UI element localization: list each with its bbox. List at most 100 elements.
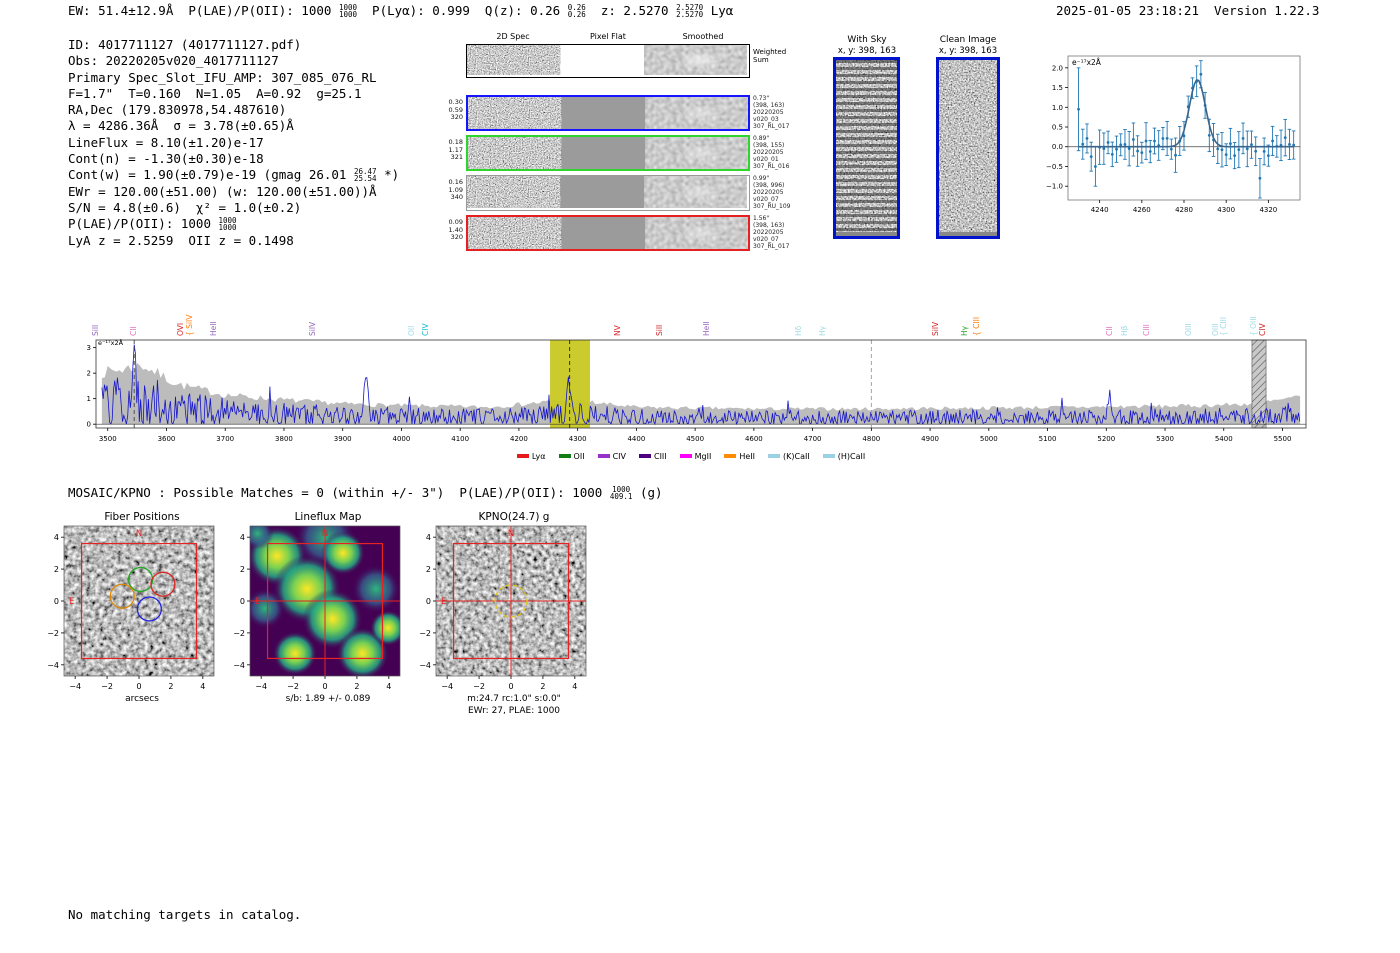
full-spectrum-axes: 3500 3600 3700 3800 3900 4000 4100 4200 4300 4400… — [87, 339, 1307, 443]
svg-text:5500: 5500 — [1274, 435, 1292, 443]
emission-line-label: NV — [612, 325, 622, 336]
svg-text:2: 2 — [540, 682, 545, 691]
emission-line-label: SiII — [91, 324, 101, 336]
svg-text:0: 0 — [508, 682, 513, 691]
clean-image-title: Clean Image — [939, 35, 997, 45]
info-line: Obs: 20220205v020_4017711127 — [68, 53, 279, 69]
svg-text:e⁻¹⁷x2Å: e⁻¹⁷x2Å — [98, 338, 124, 347]
svg-text:−2: −2 — [473, 682, 485, 691]
2dspec-row-meta: 1.56" (398, 163) 20220205 v020_07 307_RL_017 — [753, 215, 790, 250]
svg-text:−2: −2 — [101, 682, 113, 691]
svg-text:4700: 4700 — [804, 435, 822, 443]
svg-text:1.0: 1.0 — [1052, 104, 1063, 112]
emission-line-label: OII — [407, 325, 417, 336]
svg-text:4: 4 — [426, 533, 431, 542]
svg-text:E: E — [255, 597, 260, 607]
svg-text:3600: 3600 — [158, 435, 176, 443]
2dspec-row-cutout — [466, 135, 750, 171]
emission-line-label: Hγ — [818, 325, 828, 336]
svg-text:0: 0 — [136, 682, 141, 691]
gaussian-fit-curve — [1078, 79, 1294, 148]
emission-line-label: CIII — [1142, 324, 1152, 336]
info-line: F=1.7" T=0.160 N=1.05 A=0.92 g=25.1 — [68, 85, 362, 101]
detection-info-block: ID: 4017711127 (4017711127.pdf) Obs: 2022… — [68, 37, 399, 249]
emission-line-label: CII — [1104, 326, 1114, 336]
legend-item: (H)CaII — [822, 452, 865, 461]
lineflux-map-xlabel: s/b: 1.89 +/- 0.089 — [285, 694, 371, 704]
p-fiber-axes: −4 −4 −2 −2 0 0 2 2 4 4 — [47, 525, 215, 691]
2dspec-row-weights: 0.16 1.09 340 — [448, 178, 463, 202]
svg-text:3: 3 — [87, 344, 91, 352]
info-line: EWr = 120.00(±51.00) (w: 120.00(±51.00))… — [68, 183, 377, 199]
fiber-positions-xlabel: arcsecs — [125, 694, 159, 704]
legend-item: CIV — [597, 452, 626, 461]
svg-text:2: 2 — [240, 565, 245, 574]
info-line: P(LAE)/P(OII): 1000 1000 1000 — [68, 215, 237, 232]
full-spectrum-plot: 3500 3600 3700 3800 3900 4000 4100 4200 4300 4400… — [87, 338, 1307, 443]
p-lineflux-axes: −4 −4 −2 −2 0 0 2 2 4 4 — [233, 525, 401, 691]
emission-line-label: { SiIV — [185, 314, 195, 336]
svg-text:0.5: 0.5 — [1052, 124, 1063, 132]
2dspec-row-meta: 0.73" (398, 163) 20220205 v020_03 307_RL_017 — [753, 95, 790, 130]
svg-text:−1.0: −1.0 — [1046, 183, 1063, 191]
svg-text:4: 4 — [572, 682, 577, 691]
svg-text:0: 0 — [87, 421, 91, 429]
svg-text:E: E — [69, 597, 74, 607]
emission-line-label: Hγ — [960, 325, 970, 336]
emission-line-label: { CIII — [1218, 316, 1228, 336]
legend-item: MgII — [679, 452, 711, 461]
svg-text:5300: 5300 — [1156, 435, 1174, 443]
svg-text:2: 2 — [87, 370, 91, 378]
info-line: S/N = 4.8(±0.6) χ² = 1.0(±0.2) — [68, 199, 302, 215]
svg-text:4: 4 — [386, 682, 391, 691]
legend-item: CIII — [638, 452, 667, 461]
emission-line-label: CII — [128, 326, 138, 336]
legend-item: OII — [558, 452, 585, 461]
svg-text:3900: 3900 — [334, 435, 352, 443]
svg-text:4100: 4100 — [451, 435, 469, 443]
svg-text:−0.5: −0.5 — [1046, 163, 1063, 171]
fiber-positions-title: Fiber Positions — [104, 511, 180, 523]
clean-image-cutout — [936, 57, 1000, 239]
col-title-pixelflat: Pixel Flat — [590, 32, 626, 41]
emission-line-label: SiIV — [308, 321, 318, 336]
with-sky-image — [836, 60, 897, 232]
svg-text:4: 4 — [240, 533, 245, 542]
svg-text:4800: 4800 — [862, 435, 880, 443]
p-lineflux-image: NE — [250, 526, 400, 676]
svg-text:4300: 4300 — [1217, 206, 1235, 214]
2dspec-row-cutout — [466, 175, 750, 211]
svg-text:5400: 5400 — [1215, 435, 1233, 443]
footer-line: No matching targets in catalog. — [68, 906, 302, 922]
info-line: Cont(n) = -1.30(±0.30)e-18 — [68, 151, 264, 167]
clean-image-image — [939, 60, 997, 232]
kpno-title: KPNO(24.7) g — [478, 511, 550, 523]
svg-text:E: E — [441, 597, 446, 607]
with-sky-title: With Sky — [847, 35, 887, 45]
svg-text:3800: 3800 — [275, 435, 293, 443]
zoom-axes: −1.0 −0.5 0.0 0.5 1.0 1.5 2.0 4240 4260 4280 4300 4… — [1046, 55, 1301, 214]
zoom-error-bars — [1076, 60, 1296, 199]
info-line: LineFlux = 8.10(±1.20)e-17 — [68, 134, 264, 150]
svg-text:2: 2 — [426, 565, 431, 574]
svg-text:N: N — [322, 529, 328, 539]
svg-text:4280: 4280 — [1175, 206, 1193, 214]
svg-text:−4: −4 — [441, 682, 453, 691]
spectrum-legend: Lyα OII CIV CIII MgII HeII (K)CaII (H)CaII — [66, 452, 1316, 461]
footer-notes: No matching targets in catalog. Row inte… — [68, 874, 301, 953]
mosaic-matches-line: MOSAIC/KPNO : Possible Matches = 0 (with… — [68, 484, 663, 501]
info-line: Cont(w) = 1.90(±0.79)e-19 (gmag 26.01 26… — [68, 166, 400, 183]
emission-line-labels: SiII CII OVI{ SiIV HeII SiIV OII CIV NV SiII HeII… — [66, 268, 1316, 336]
svg-text:4300: 4300 — [569, 435, 587, 443]
with-sky-coords: x, y: 398, 163 — [837, 46, 897, 56]
svg-text:4200: 4200 — [510, 435, 528, 443]
svg-text:0: 0 — [426, 597, 431, 606]
info-line: λ = 4286.36Å σ = 3.78(±0.65)Å — [68, 118, 294, 134]
fiber-circle — [109, 583, 135, 609]
svg-text:0.0: 0.0 — [1052, 143, 1063, 151]
svg-text:0: 0 — [240, 597, 245, 606]
svg-text:−2: −2 — [233, 629, 245, 638]
svg-text:3500: 3500 — [99, 435, 117, 443]
